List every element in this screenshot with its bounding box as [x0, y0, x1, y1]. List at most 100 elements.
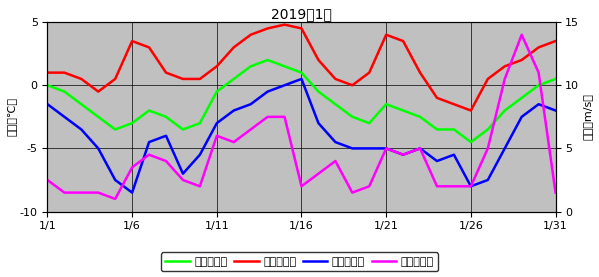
- 日平均風速: [315, 172, 322, 175]
- Line: 日最低気温: 日最低気温: [47, 79, 555, 193]
- 日平均気温: [60, 90, 68, 93]
- 日最低気温: [162, 134, 170, 137]
- 日平均風速: [264, 115, 271, 119]
- 日最高気温: [518, 58, 525, 62]
- 日最高気温: [467, 109, 474, 112]
- 日平均気温: [416, 115, 423, 119]
- 日最低気温: [349, 147, 356, 150]
- 日最高気温: [196, 77, 204, 81]
- 日平均風速: [247, 128, 255, 131]
- 日最高気温: [146, 46, 153, 49]
- 日平均風速: [349, 191, 356, 194]
- 日平均風速: [416, 147, 423, 150]
- 日最高気温: [281, 23, 288, 26]
- 日平均気温: [78, 102, 85, 106]
- 日平均風速: [535, 71, 542, 74]
- 日平均風速: [365, 185, 373, 188]
- 日平均風速: [383, 147, 390, 150]
- 日平均風速: [129, 166, 136, 169]
- 日平均風速: [230, 140, 237, 144]
- 日平均気温: [501, 109, 509, 112]
- 日最低気温: [434, 159, 441, 163]
- 日最高気温: [450, 102, 458, 106]
- 日平均風速: [450, 185, 458, 188]
- 日最高気温: [434, 96, 441, 99]
- 日平均風速: [552, 191, 559, 194]
- 日平均気温: [552, 77, 559, 81]
- 日最低気温: [400, 153, 407, 157]
- 日最低気温: [179, 172, 186, 175]
- 日最低気温: [111, 178, 119, 182]
- 日最低気温: [365, 147, 373, 150]
- Line: 日平均気温: 日平均気温: [47, 60, 555, 142]
- 日平均風速: [196, 185, 204, 188]
- 日最高気温: [162, 71, 170, 74]
- Y-axis label: 風速（m/s）: 風速（m/s）: [582, 93, 592, 140]
- 日最低気温: [230, 109, 237, 112]
- 日最低気温: [95, 147, 102, 150]
- 日平均気温: [518, 96, 525, 99]
- 日最低気温: [281, 84, 288, 87]
- Legend: 日平均気温, 日最高気温, 日最低気温, 日平均風速: 日平均気温, 日最高気温, 日最低気温, 日平均風速: [161, 252, 438, 271]
- 日最低気温: [315, 122, 322, 125]
- 日最高気温: [247, 33, 255, 36]
- 日平均風速: [281, 115, 288, 119]
- 日平均気温: [95, 115, 102, 119]
- 日最低気温: [332, 140, 339, 144]
- 日最高気温: [179, 77, 186, 81]
- 日最低気温: [467, 185, 474, 188]
- 日最高気温: [78, 77, 85, 81]
- 日最低気温: [484, 178, 491, 182]
- 日最低気温: [146, 140, 153, 144]
- 日平均気温: [44, 84, 51, 87]
- 日最高気温: [60, 71, 68, 74]
- Line: 日平均風速: 日平均風速: [47, 35, 555, 199]
- 日平均風速: [501, 77, 509, 81]
- 日平均気温: [535, 84, 542, 87]
- 日最低気温: [535, 102, 542, 106]
- 日平均気温: [400, 109, 407, 112]
- 日最高気温: [400, 39, 407, 43]
- 日最高気温: [213, 65, 220, 68]
- 日最高気温: [298, 27, 305, 30]
- 日最低気温: [213, 122, 220, 125]
- 日最高気温: [535, 46, 542, 49]
- 日最低気温: [450, 153, 458, 157]
- 日平均風速: [467, 185, 474, 188]
- 日平均気温: [129, 122, 136, 125]
- 日平均気温: [450, 128, 458, 131]
- 日平均気温: [281, 65, 288, 68]
- 日平均気温: [298, 71, 305, 74]
- 日最高気温: [230, 46, 237, 49]
- 日平均風速: [146, 153, 153, 157]
- 日最高気温: [349, 84, 356, 87]
- Line: 日最高気温: 日最高気温: [47, 25, 555, 111]
- 日平均風速: [518, 33, 525, 36]
- 日最低気温: [552, 109, 559, 112]
- 日平均気温: [484, 128, 491, 131]
- 日平均風速: [60, 191, 68, 194]
- 日最高気温: [264, 27, 271, 30]
- 日最低気温: [44, 102, 51, 106]
- 日平均気温: [146, 109, 153, 112]
- 日最低気温: [60, 115, 68, 119]
- 日平均風速: [78, 191, 85, 194]
- 日最低気温: [78, 128, 85, 131]
- 日最高気温: [95, 90, 102, 93]
- Title: 2019年1月: 2019年1月: [271, 7, 332, 21]
- 日平均風速: [298, 185, 305, 188]
- 日平均気温: [434, 128, 441, 131]
- 日最低気温: [264, 90, 271, 93]
- 日平均風速: [95, 191, 102, 194]
- 日平均気温: [365, 122, 373, 125]
- 日平均気温: [162, 115, 170, 119]
- 日平均風速: [484, 147, 491, 150]
- 日平均風速: [111, 197, 119, 201]
- 日最低気温: [129, 191, 136, 194]
- 日最低気温: [501, 147, 509, 150]
- 日最低気温: [247, 102, 255, 106]
- 日平均風速: [162, 159, 170, 163]
- Y-axis label: 気温（℃）: 気温（℃）: [7, 97, 17, 136]
- 日平均風速: [400, 153, 407, 157]
- 日最高気温: [315, 58, 322, 62]
